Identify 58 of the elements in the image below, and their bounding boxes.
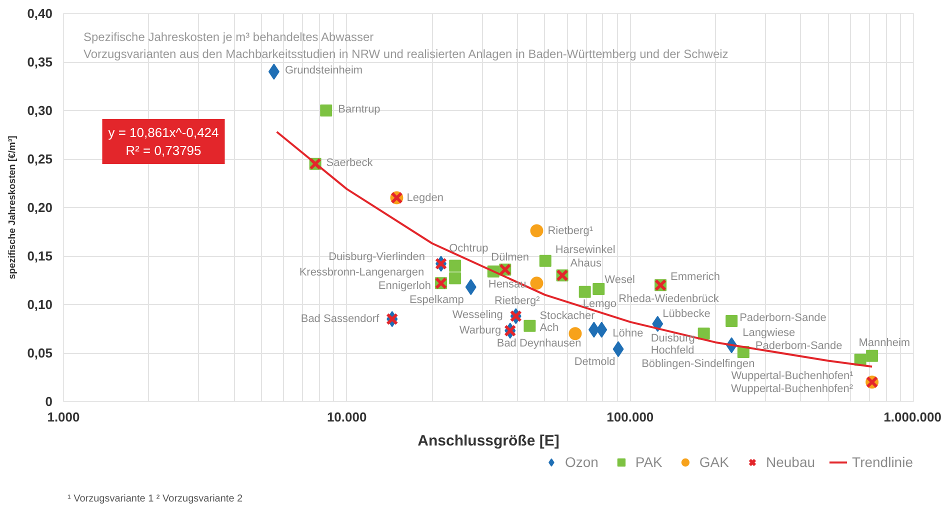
annotation: Paderborn-Sande — [755, 340, 842, 352]
legend-label: Ozon — [564, 454, 598, 470]
annotation: Detmold — [574, 356, 616, 368]
annotation: Rietberg¹ — [548, 224, 594, 237]
annotation: Lübbecke — [662, 308, 710, 320]
legend-label: GAK — [699, 454, 729, 470]
annotation: Wesseling — [452, 309, 503, 322]
y-axis-title: spezifische Jahreskosten [€/m³] — [7, 136, 18, 280]
y-tick-label: 0,05 — [27, 346, 53, 360]
annotation: Ennigerloh — [378, 280, 432, 292]
annotation: Harsewinkel — [555, 244, 616, 256]
annotation: Langwiese — [742, 326, 796, 339]
text: Spezifische Jahreskosten je m³ behandeltes Abwasser — [84, 30, 374, 44]
y-tick-label: 0,30 — [27, 103, 53, 118]
annotation: Duisburg Hochfeld — [650, 332, 695, 357]
annotation: Stockacher Ach — [540, 310, 596, 334]
annotation: Wesel — [604, 274, 636, 286]
x-tick-label: 1.000.000 — [884, 410, 941, 424]
annotation: Ahaus — [570, 257, 602, 270]
y-tick-label: 0,15 — [27, 248, 53, 264]
annotation: Grundsteinheim — [284, 64, 363, 77]
annotation: Lemgo — [582, 298, 617, 310]
annotation: Espelkamp — [409, 294, 464, 306]
annotation: Bad Deynhausen — [496, 338, 582, 350]
annotation: Rietberg² — [494, 295, 540, 308]
y-tick-label: 0,10 — [27, 297, 53, 312]
y-tick-label: 0,40 — [27, 6, 53, 21]
annotation: Ochtrup — [449, 242, 488, 255]
annotation: Wuppertal-Buchenhofen¹ — [731, 370, 854, 382]
y-tick-label: 0,20 — [27, 200, 53, 215]
text: ¹ Vorzugsvariante 1 ² Vorzugsvariante 2 — [68, 494, 244, 504]
annotation: Bad Sassendorf — [300, 313, 380, 326]
annotation: Dülmen — [491, 252, 530, 264]
annotation: Emmerich — [670, 271, 720, 284]
annotation: Duisburg-Vierlinden — [328, 250, 426, 263]
annotation: Mannheim — [858, 336, 910, 349]
legend-label: Trendlinie — [852, 454, 913, 470]
annotation: y = 10,861x^-0,424 R² = 0,73795 — [108, 125, 219, 158]
x-axis-title: Anschlussgröße [E] — [418, 432, 560, 450]
legend-label: Neubau — [766, 454, 816, 470]
text: Vorzugsvarianten aus den Machbarkeitsstudien in NRW und realisierten Anlagen in Baden-Württemberg und der Schweiz — [84, 47, 728, 62]
y-tick-label: 0,35 — [27, 54, 53, 70]
annotation: Löhne — [612, 328, 644, 340]
annotation: Kressbronn-Langenargen — [299, 266, 424, 278]
x-tick-label: 100.000 — [606, 410, 654, 424]
annotation: Paderborn-Sande — [740, 312, 826, 324]
annotation: Rheda-Wiedenbrück — [618, 292, 720, 305]
annotation: Wuppertal-Buchenhofen² — [730, 383, 854, 396]
annotation: Böblingen-Sindelfingen — [642, 358, 755, 370]
x-tick-label: 10.000 — [326, 410, 367, 424]
y-tick-label: 0 — [45, 394, 53, 409]
annotation: Warburg — [459, 324, 502, 337]
annotation: Barntrup — [338, 104, 380, 116]
y-tick-label: 0,25 — [27, 152, 53, 166]
annotation: Saerbeck — [326, 156, 374, 169]
annotation: Legden — [406, 192, 444, 204]
legend-label: PAK — [635, 454, 662, 470]
x-tick-label: 1.000 — [47, 410, 80, 424]
